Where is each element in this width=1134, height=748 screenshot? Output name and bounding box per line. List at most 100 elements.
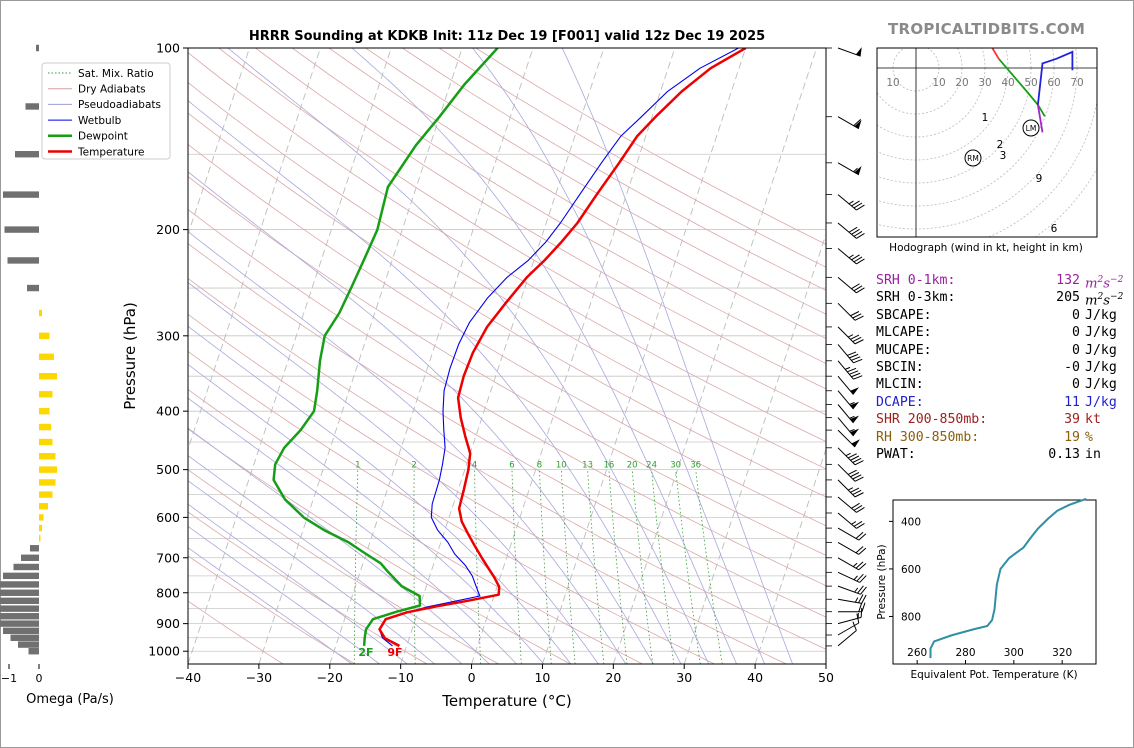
theta-e-y-tick-label: 800: [901, 611, 921, 623]
omega-bar-ascent: [7, 257, 39, 264]
y-tick-label: 1000: [148, 644, 180, 659]
barb-full: [855, 561, 864, 569]
omega-bar-descent: [39, 309, 42, 317]
omega-bar-ascent: [0, 589, 39, 596]
barb-half: [852, 562, 858, 567]
pseudoadiabat-line: [227, 48, 710, 664]
hodograph-curves: [991, 48, 1074, 133]
parameter-row: MUCAPE: 0 J/kg: [876, 342, 1123, 359]
wind-barb: [837, 116, 862, 130]
omega-bar-ascent: [30, 545, 39, 552]
dry-adiabat-line: [188, 176, 826, 556]
mixing-ratio-label: 13: [582, 461, 593, 471]
wind-barb: [837, 447, 864, 466]
hodograph-height-label: 6: [1051, 223, 1058, 235]
dry-adiabat-line: [188, 209, 826, 587]
omega-bar-ascent: [10, 634, 39, 641]
omega-bar-ascent: [0, 597, 39, 605]
barb-full: [856, 258, 865, 265]
barb-full: [853, 520, 863, 527]
storm-motion-label: LM: [1026, 124, 1037, 133]
wind-barb: [837, 375, 860, 395]
omega-bar-ascent: [28, 648, 39, 655]
x-tick-label: 50: [818, 670, 834, 685]
barb-half: [845, 452, 851, 457]
parameter-label: SBCIN:: [876, 359, 924, 375]
pseudoadiabat-line: [472, 48, 765, 664]
mixing-ratio-label: 4: [472, 461, 477, 471]
barb-full: [856, 613, 860, 624]
dry-adiabat-line: [291, 48, 826, 364]
barb-full: [850, 472, 860, 478]
omega-bar-ascent: [3, 627, 39, 634]
barb-half: [849, 428, 855, 432]
barb-full: [849, 353, 859, 359]
barb-full: [853, 375, 863, 380]
hodograph-ring-label: 10: [932, 77, 945, 89]
surface-dewpoint-label: 2F: [358, 646, 373, 659]
wind-barb: [837, 571, 867, 583]
skewt-plot-frame: [187, 47, 827, 665]
dry-adiabat-line: [188, 389, 643, 664]
wind-barb: [837, 429, 860, 448]
barb-full: [853, 256, 863, 263]
barb-half: [847, 487, 854, 491]
x-tick-label: −30: [246, 670, 272, 685]
barb-full: [855, 531, 864, 539]
parameter-unit: kt: [1085, 412, 1101, 428]
pseudoadiabat-line: [188, 363, 545, 664]
parameter-label: MLCIN:: [876, 377, 924, 393]
mixing-ratio-line: [587, 469, 605, 664]
parameter-unit: in: [1085, 446, 1101, 462]
theta-e-x-tick-label: 300: [1004, 647, 1024, 659]
isotherm-line: [0, 48, 37, 664]
wind-barb: [837, 613, 860, 636]
legend-entry-label: Wetbulb: [78, 115, 122, 127]
barb-flag: [855, 47, 862, 57]
pseudoadiabat-line: [188, 480, 435, 664]
parameter-unit: m2s−2: [1085, 292, 1124, 309]
barb-staff: [837, 417, 854, 437]
barb-full: [851, 228, 860, 235]
barb-staff: [837, 222, 857, 239]
hodograph-ring-label: 30: [978, 77, 991, 89]
hodograph-ring-label: 50: [1024, 77, 1037, 89]
wind-barb: [837, 594, 867, 604]
isotherm-line: [329, 48, 534, 664]
barb-full: [852, 474, 862, 480]
parameter-table: SRH 0-1km: 132 m2s−2 SRH 0-3km: 205 m2s−2 SBCA…: [876, 272, 1123, 463]
parameter-unit: J/kg: [1085, 359, 1117, 375]
barb-full: [856, 573, 864, 582]
isotherm-line: [188, 48, 392, 664]
hodograph-labels: 10 20 30 40 50 60 70 10 1 23 9 6 LM RM: [886, 77, 1083, 235]
parameter-row: SRH 0-3km: 205 m2s−2: [876, 289, 1124, 309]
barb-full: [851, 283, 860, 290]
y-tick-label: 800: [156, 585, 180, 600]
parameter-label: RH 300-850mb:: [876, 429, 980, 445]
barb-staff: [837, 277, 857, 294]
barb-full: [856, 287, 865, 294]
theta-e-x-tick-label: 260: [907, 647, 927, 659]
pseudoadiabat-line: [561, 48, 793, 664]
omega-bar-ascent: [3, 191, 39, 198]
storm-motion-label: RM: [967, 154, 979, 163]
legend-box: [41, 62, 171, 160]
barb-full: [858, 563, 867, 571]
omega-panel: 0−1−2: [0, 44, 57, 685]
mixing-ratio-label: 2: [411, 461, 416, 471]
parameter-row: DCAPE: 11 J/kg: [876, 394, 1123, 411]
x-tick-label: 10: [534, 670, 550, 685]
barb-full: [850, 487, 860, 493]
omega-bar-ascent: [21, 554, 39, 561]
mixing-ratio-label: 6: [509, 461, 514, 471]
y-axis-label: Pressure (hPa): [121, 302, 139, 410]
parameter-unit: J/kg: [1085, 325, 1117, 341]
y-tick-label: 200: [156, 222, 180, 237]
barb-staff: [837, 326, 856, 345]
pseudoadiabat-line: [188, 325, 572, 664]
wind-barb: [837, 417, 860, 437]
omega-bar-descent: [39, 479, 56, 486]
barb-full: [856, 233, 865, 239]
wind-barb: [837, 194, 865, 211]
barb-full: [850, 311, 860, 317]
